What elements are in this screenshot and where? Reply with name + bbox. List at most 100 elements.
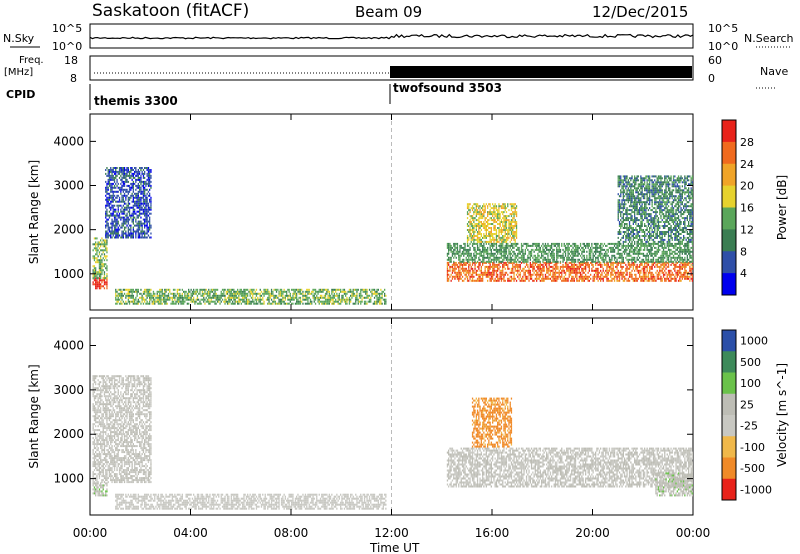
data-cell <box>598 263 601 266</box>
data-cell <box>639 242 641 245</box>
data-cell <box>497 273 499 276</box>
data-cell <box>527 258 529 261</box>
data-cell <box>107 180 109 183</box>
data-cell <box>564 261 567 264</box>
data-cell <box>95 269 97 272</box>
data-cell <box>686 254 688 257</box>
data-cell <box>340 288 342 291</box>
data-cell <box>260 294 263 297</box>
data-cell <box>487 207 489 210</box>
data-cell <box>466 229 469 231</box>
data-cell <box>366 296 368 299</box>
data-cell <box>538 267 540 270</box>
data-cell <box>473 254 475 257</box>
data-cell <box>471 267 474 270</box>
data-cell <box>483 271 485 274</box>
data-cell <box>118 204 121 207</box>
data-cell <box>488 203 490 206</box>
data-cell <box>464 267 466 270</box>
data-cell <box>503 263 505 266</box>
data-cell <box>542 260 544 263</box>
data-cell <box>600 250 602 253</box>
data-cell <box>118 196 121 199</box>
data-cell <box>613 261 616 264</box>
data-cell <box>146 222 148 225</box>
data-cell <box>553 252 555 255</box>
data-cell <box>208 294 210 297</box>
data-cell <box>636 279 638 282</box>
data-cell <box>150 224 152 227</box>
data-cell <box>135 178 137 181</box>
data-cell <box>603 258 606 261</box>
data-cell <box>495 263 498 266</box>
data-cell <box>146 198 148 201</box>
data-cell <box>370 298 372 301</box>
data-cell <box>103 283 106 286</box>
data-cell <box>548 263 550 266</box>
data-cell <box>317 290 319 293</box>
data-cell <box>149 218 151 221</box>
data-cell <box>260 298 263 301</box>
data-cell <box>316 290 318 293</box>
data-cell <box>558 242 560 245</box>
data-cell <box>595 261 597 264</box>
data-cell <box>122 222 124 225</box>
data-cell <box>530 273 533 276</box>
data-cell <box>100 267 102 270</box>
data-cell <box>611 261 613 264</box>
data-cell <box>366 294 368 297</box>
data-cell <box>459 256 461 259</box>
data-cell <box>247 288 249 291</box>
data-cell <box>322 300 324 303</box>
data-cell <box>588 244 590 247</box>
data-cell <box>466 244 469 247</box>
data-cell <box>130 300 132 303</box>
data-cell <box>159 296 161 299</box>
data-cell <box>117 210 119 213</box>
data-cell <box>123 220 126 223</box>
data-cell <box>478 223 480 225</box>
data-cell <box>465 256 467 259</box>
data-cell <box>237 290 239 293</box>
data-cell <box>98 251 101 254</box>
right-tick-bottom: 10^0 <box>708 40 738 53</box>
data-cell <box>684 271 686 274</box>
data-cell <box>490 223 492 225</box>
data-cell <box>135 218 137 221</box>
data-cell <box>598 254 601 257</box>
data-cell <box>532 260 534 263</box>
data-cell <box>164 302 166 305</box>
data-cell <box>603 260 606 263</box>
data-cell <box>215 296 217 299</box>
data-cell <box>146 178 148 181</box>
data-cell <box>553 254 555 257</box>
data-cell <box>474 242 476 245</box>
data-cell <box>360 294 362 297</box>
data-cell <box>356 298 358 301</box>
data-cell <box>571 260 573 263</box>
data-cell <box>118 198 121 201</box>
data-cell <box>483 273 485 276</box>
data-cell <box>118 167 121 169</box>
data-cell <box>513 277 515 280</box>
data-cell <box>304 294 307 297</box>
data-cell <box>674 244 676 247</box>
data-cell <box>488 213 490 216</box>
data-cell <box>661 279 663 282</box>
data-cell <box>593 275 596 278</box>
data-cell <box>680 261 682 264</box>
data-cell <box>677 250 680 253</box>
data-cell <box>543 244 545 247</box>
data-cell <box>582 271 584 274</box>
data-cell <box>228 296 230 299</box>
data-cell <box>632 256 634 259</box>
data-cell <box>198 302 200 305</box>
data-cell <box>147 202 150 205</box>
data-cell <box>569 273 572 276</box>
data-cell <box>556 265 558 268</box>
data-cell <box>600 244 602 247</box>
data-cell <box>230 302 232 305</box>
data-cell <box>552 260 554 263</box>
data-cell <box>449 242 451 245</box>
data-cell <box>458 269 460 272</box>
